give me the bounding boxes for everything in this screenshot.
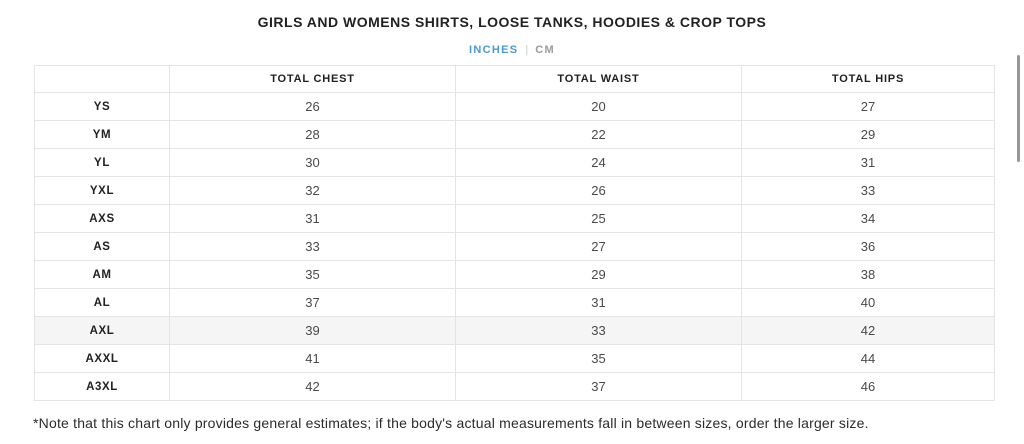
measurement-value: 37 xyxy=(169,288,456,317)
page-title: GIRLS AND WOMENS SHIRTS, LOOSE TANKS, HO… xyxy=(257,14,767,30)
tab-cm[interactable]: CM xyxy=(535,44,555,56)
column-header: TOTAL HIPS xyxy=(741,65,995,93)
table-row: YS 26 20 27 xyxy=(34,92,995,121)
column-header xyxy=(34,65,170,93)
size-label: AXL xyxy=(34,316,170,345)
size-label: A3XL xyxy=(34,372,170,401)
measurement-value: 41 xyxy=(169,344,456,373)
measurement-value: 29 xyxy=(455,260,742,289)
measurement-value: 31 xyxy=(741,148,995,177)
table-row: AL 37 31 40 xyxy=(34,288,995,317)
tab-inches[interactable]: INCHES xyxy=(469,44,519,56)
scrollbar-thumb[interactable] xyxy=(1017,55,1020,162)
measurement-value: 31 xyxy=(169,204,456,233)
footnote: *Note that this chart only provides gene… xyxy=(33,415,869,431)
table-row: AS 33 27 36 xyxy=(34,232,995,261)
table-row: AXXL 41 35 44 xyxy=(34,344,995,373)
measurement-value: 33 xyxy=(455,316,742,345)
table-row: YXL 32 26 33 xyxy=(34,176,995,205)
table-row: AM 35 29 38 xyxy=(34,260,995,289)
measurement-value: 38 xyxy=(741,260,995,289)
measurement-value: 35 xyxy=(455,344,742,373)
measurement-value: 29 xyxy=(741,120,995,149)
size-label: YM xyxy=(34,120,170,149)
measurement-value: 33 xyxy=(169,232,456,261)
measurement-value: 44 xyxy=(741,344,995,373)
table-row: AXS 31 25 34 xyxy=(34,204,995,233)
table-row: YL 30 24 31 xyxy=(34,148,995,177)
table-body: YS 26 20 27 YM 28 22 29 YL 30 24 31 YXL 32 26 33 AXS 31 25… xyxy=(34,92,995,401)
size-chart-table: TOTAL CHEST TOTAL WAIST TOTAL HIPS YS 26 20 2… xyxy=(34,65,995,401)
size-label: YL xyxy=(34,148,170,177)
table-row: AXL 39 33 42 xyxy=(34,316,995,345)
size-label: AS xyxy=(34,232,170,261)
measurement-value: 26 xyxy=(169,92,456,121)
size-label: AM xyxy=(34,260,170,289)
size-label: YS xyxy=(34,92,170,121)
measurement-value: 34 xyxy=(741,204,995,233)
table-header: TOTAL CHEST TOTAL WAIST TOTAL HIPS xyxy=(34,65,995,93)
measurement-value: 32 xyxy=(169,176,456,205)
size-label: YXL xyxy=(34,176,170,205)
table-row: YM 28 22 29 xyxy=(34,120,995,149)
size-label: AXXL xyxy=(34,344,170,373)
column-header: TOTAL CHEST xyxy=(169,65,456,93)
measurement-value: 26 xyxy=(455,176,742,205)
measurement-value: 28 xyxy=(169,120,456,149)
measurement-value: 46 xyxy=(741,372,995,401)
measurement-value: 42 xyxy=(741,316,995,345)
size-label: AXS xyxy=(34,204,170,233)
measurement-value: 35 xyxy=(169,260,456,289)
measurement-value: 33 xyxy=(741,176,995,205)
measurement-value: 27 xyxy=(741,92,995,121)
measurement-value: 24 xyxy=(455,148,742,177)
measurement-value: 39 xyxy=(169,316,456,345)
table-row: A3XL 42 37 46 xyxy=(34,372,995,401)
measurement-value: 20 xyxy=(455,92,742,121)
unit-toggle: INCHES | CM xyxy=(0,44,1024,56)
column-header: TOTAL WAIST xyxy=(455,65,742,93)
size-label: AL xyxy=(34,288,170,317)
measurement-value: 27 xyxy=(455,232,742,261)
header-row: TOTAL CHEST TOTAL WAIST TOTAL HIPS xyxy=(34,65,995,93)
measurement-value: 42 xyxy=(169,372,456,401)
tab-separator: | xyxy=(525,44,529,56)
measurement-value: 37 xyxy=(455,372,742,401)
measurement-value: 22 xyxy=(455,120,742,149)
measurement-value: 36 xyxy=(741,232,995,261)
measurement-value: 40 xyxy=(741,288,995,317)
measurement-value: 25 xyxy=(455,204,742,233)
measurement-value: 31 xyxy=(455,288,742,317)
measurement-value: 30 xyxy=(169,148,456,177)
